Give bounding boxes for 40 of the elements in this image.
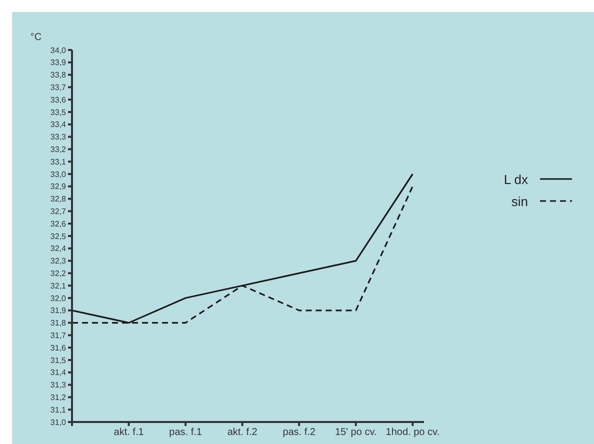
y-tick-label: 31,2 — [50, 393, 67, 402]
y-tick-label: 33,8 — [50, 70, 67, 80]
y-tick-label: 32,9 — [50, 182, 67, 192]
x-tick-label: pas. f.1 — [169, 427, 202, 438]
x-tick-label: akt. f.1 — [114, 427, 144, 438]
y-tick-label: 34,0 — [50, 46, 67, 55]
y-tick-label: 32,8 — [50, 194, 67, 204]
y-tick-label: 31,6 — [50, 343, 67, 352]
y-tick-label: 33,5 — [50, 108, 67, 117]
x-tick-label: 1hod. po cv. — [386, 427, 440, 438]
y-tick-label: 33,2 — [50, 145, 67, 154]
y-tick-label: 32,2 — [50, 269, 67, 278]
y-tick-label: 32,1 — [50, 281, 67, 290]
y-tick-label: 33,0 — [50, 170, 67, 179]
y-tick-label: 31,0 — [50, 418, 67, 427]
x-tick-label: 15' po cv. — [334, 427, 377, 438]
y-tick-label: 32,0 — [50, 294, 67, 303]
y-tick-label: 33,7 — [50, 83, 67, 92]
y-tick-label: 33,4 — [50, 120, 67, 130]
y-tick-label: 32,4 — [50, 244, 67, 254]
y-tick-label: 31,8 — [50, 318, 67, 328]
y-tick-label: 31,3 — [50, 380, 67, 390]
legend-label: sin — [511, 194, 528, 208]
legend-label: L dx — [504, 172, 528, 186]
y-tick-label: 33,9 — [50, 58, 67, 68]
y-axis-title: °C — [30, 32, 42, 43]
y-tick-label: 33,3 — [50, 132, 67, 142]
y-tick-label: 31,4 — [50, 368, 67, 378]
y-tick-label: 32,3 — [50, 256, 67, 266]
y-tick-label: 33,6 — [50, 95, 67, 104]
y-tick-label: 31,5 — [50, 356, 67, 365]
y-tick-label: 33,1 — [50, 157, 67, 166]
x-tick-label: pas. f.2 — [282, 427, 316, 438]
x-tick-label: akt. f.2 — [227, 427, 258, 438]
y-tick-label: 31,7 — [50, 331, 67, 340]
y-tick-label: 32,6 — [50, 219, 67, 228]
y-tick-label: 32,5 — [50, 232, 67, 241]
y-tick-label: 32,7 — [50, 207, 67, 216]
y-tick-label: 31,1 — [50, 405, 67, 414]
y-tick-label: 31,9 — [50, 306, 67, 316]
